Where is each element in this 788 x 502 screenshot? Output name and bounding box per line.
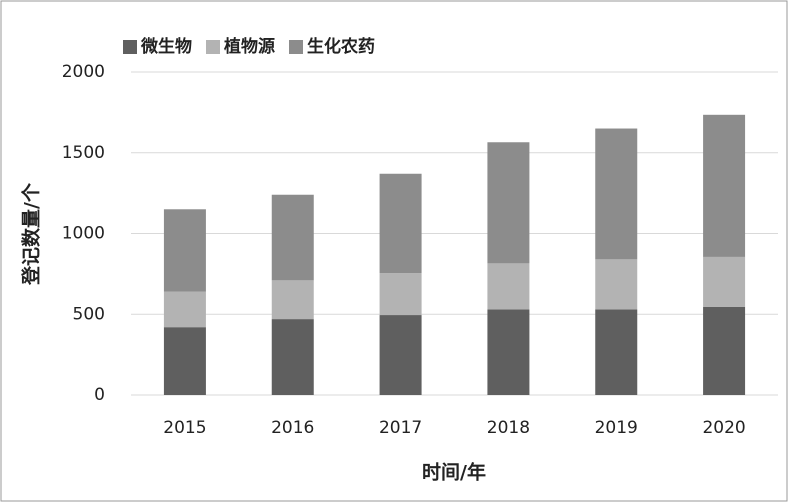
x-tick-label: 2018 bbox=[487, 418, 530, 438]
x-tick-label: 2017 bbox=[379, 418, 422, 438]
bar-segment bbox=[163, 209, 206, 292]
x-tick-label: 2015 bbox=[163, 418, 206, 438]
legend-label: 植物源 bbox=[224, 36, 275, 57]
y-axis-title: 登记数量/个 bbox=[20, 182, 43, 286]
bar-segment bbox=[163, 327, 206, 395]
y-tick-label: 2000 bbox=[62, 62, 105, 82]
legend-label: 微生物 bbox=[140, 36, 192, 57]
bar-segment bbox=[487, 309, 530, 395]
bar-segment bbox=[595, 259, 638, 310]
bar-segment bbox=[487, 263, 530, 310]
x-axis-title: 时间/年 bbox=[422, 461, 486, 484]
bar-segment bbox=[595, 128, 638, 260]
bar-segment bbox=[379, 273, 422, 316]
bar-segment bbox=[163, 291, 206, 328]
legend-label: 生化农药 bbox=[307, 36, 375, 57]
legend-swatch bbox=[289, 40, 303, 54]
bar-segment bbox=[703, 306, 746, 395]
bar-segment bbox=[703, 256, 746, 307]
bar-segment bbox=[379, 315, 422, 395]
x-tick-label: 2020 bbox=[702, 418, 745, 438]
bar-segment bbox=[703, 114, 746, 257]
bar-segment bbox=[595, 309, 638, 395]
bar-segment bbox=[271, 280, 314, 320]
bar-segment bbox=[271, 194, 314, 281]
bar-segment bbox=[379, 173, 422, 274]
bar-segment bbox=[271, 319, 314, 395]
x-tick-label: 2016 bbox=[271, 418, 314, 438]
legend-swatch bbox=[206, 40, 220, 54]
bar-segment bbox=[487, 142, 530, 264]
y-tick-label: 1500 bbox=[62, 143, 105, 163]
y-tick-label: 500 bbox=[73, 304, 105, 324]
y-tick-label: 0 bbox=[94, 385, 105, 405]
legend-swatch bbox=[123, 40, 137, 54]
x-tick-label: 2019 bbox=[595, 418, 638, 438]
y-tick-label: 1000 bbox=[62, 224, 105, 244]
